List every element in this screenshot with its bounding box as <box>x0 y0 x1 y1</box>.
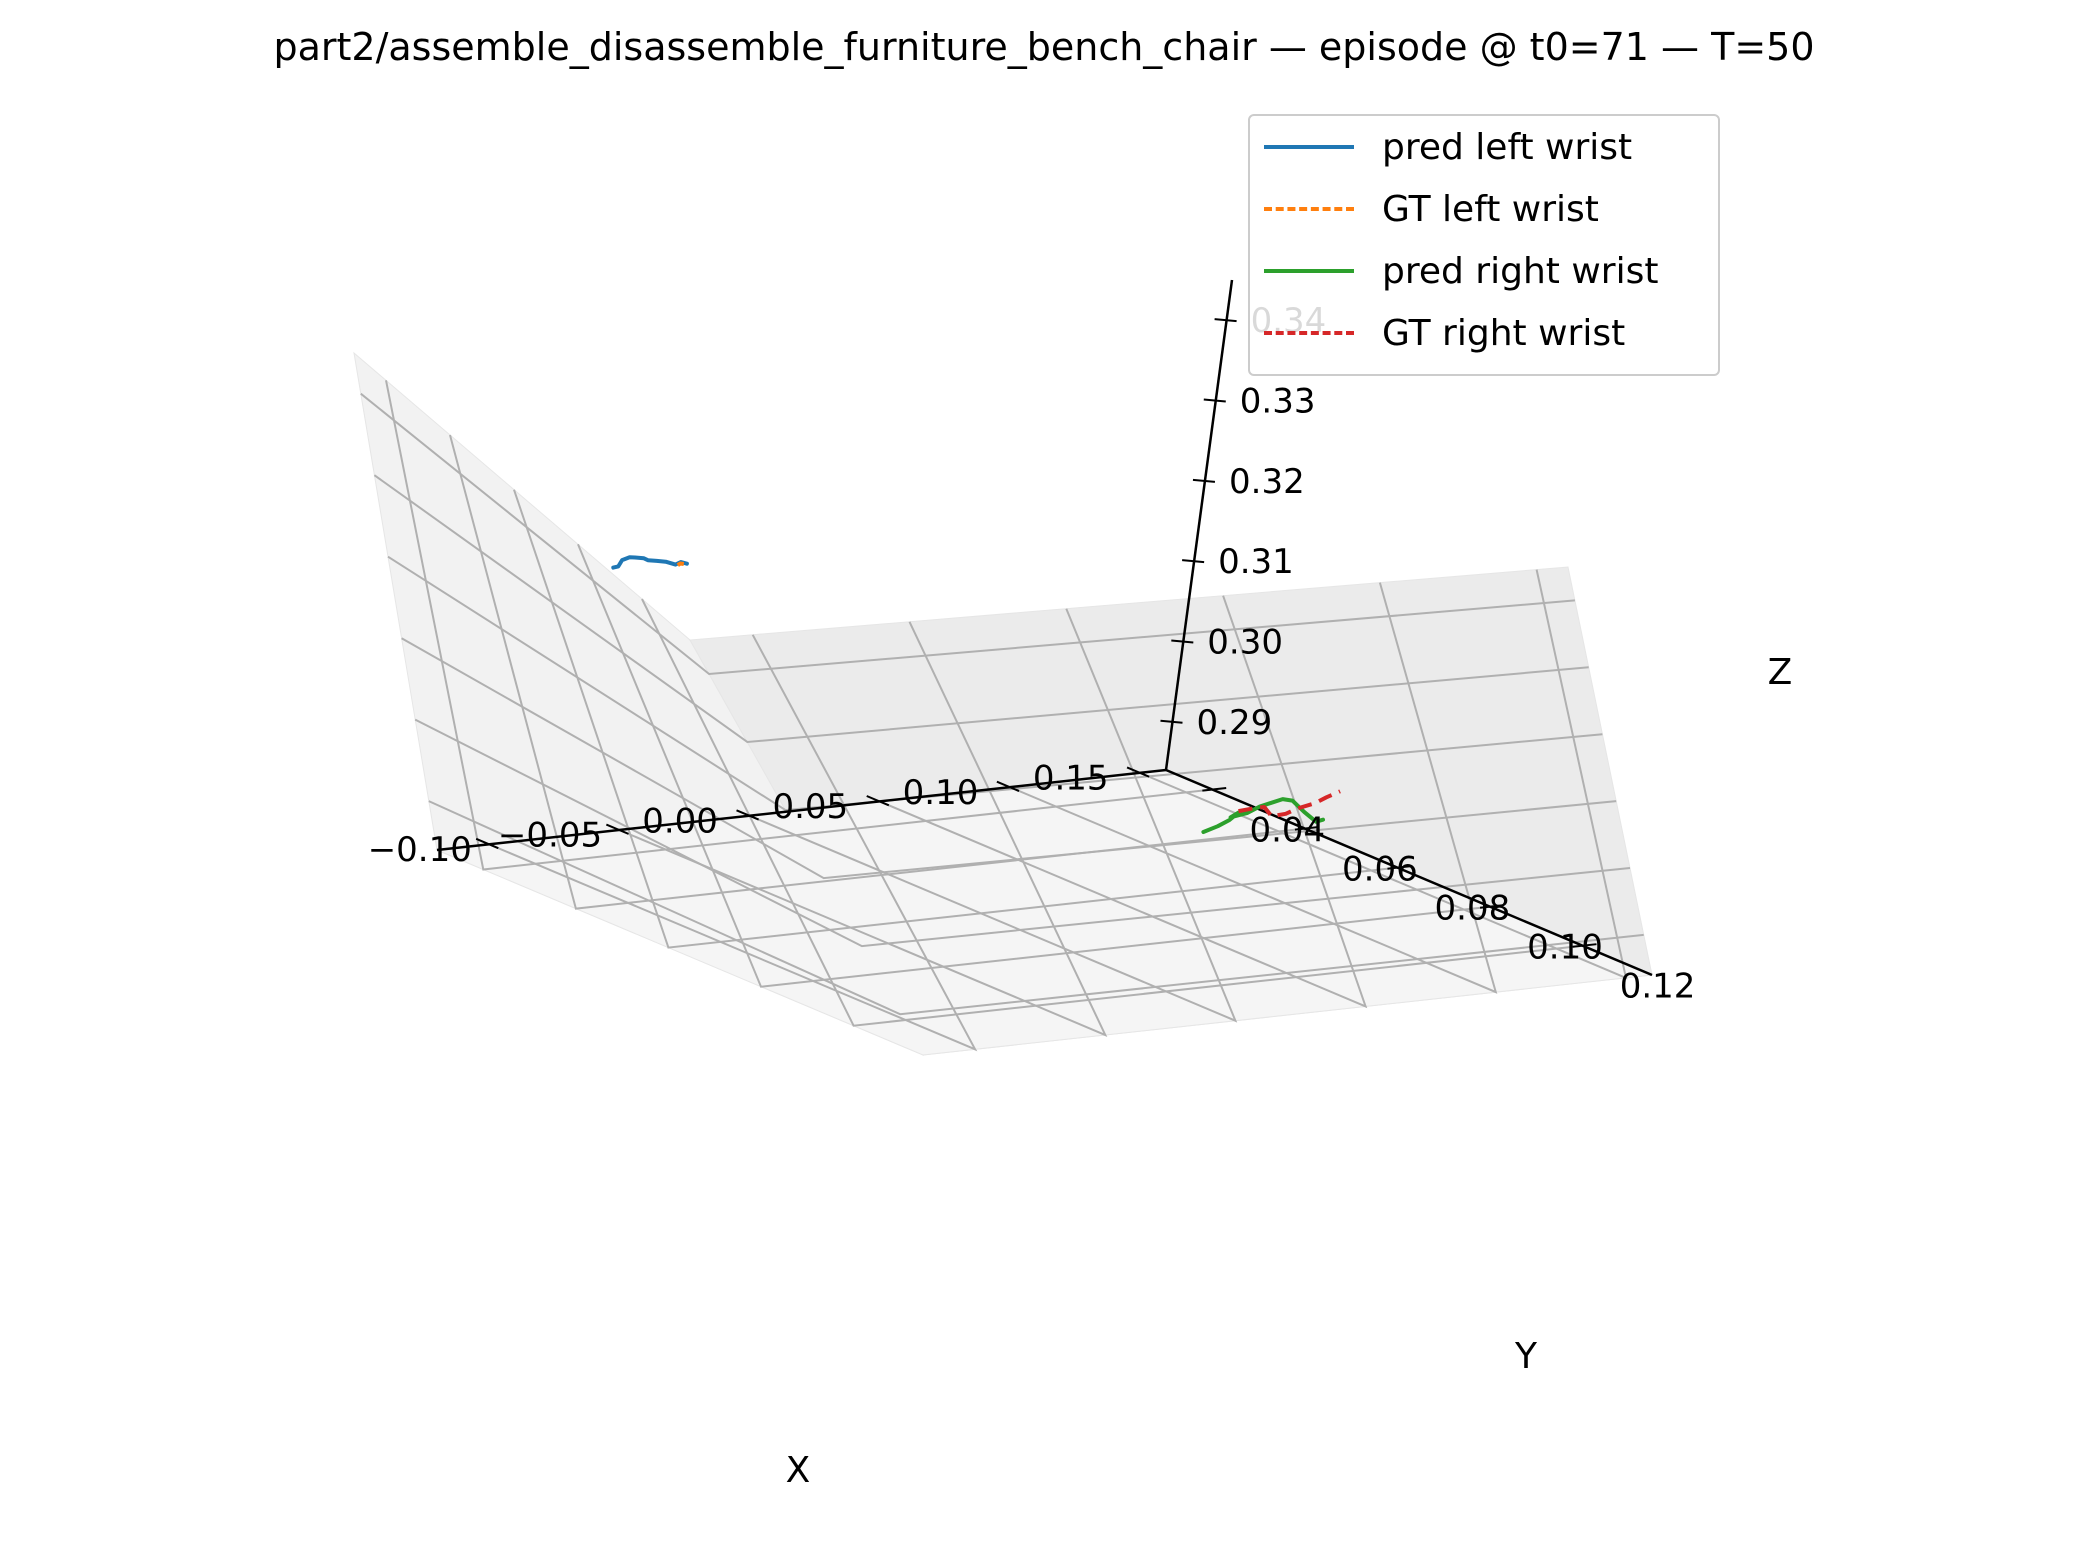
x-axis-label: X <box>786 1450 811 1491</box>
legend-swatch-gt-left <box>1264 207 1354 211</box>
z-axis-label: Z <box>1768 652 1793 693</box>
x-tick-5 <box>1126 766 1150 778</box>
y-tick-label-4: 0.12 <box>1620 967 1696 1007</box>
legend-swatch-gt-right <box>1264 331 1354 335</box>
legend: pred left wrist GT left wrist pred right… <box>1248 114 1720 376</box>
grid-y-2 <box>513 489 1398 949</box>
x-tick-0 <box>475 837 499 850</box>
y-tick-3 <box>1479 904 1505 909</box>
z-tick-label-2: 0.31 <box>1218 542 1294 582</box>
legend-swatch-pred-right <box>1264 269 1354 273</box>
x-tick-label-5: 0.15 <box>1033 759 1109 799</box>
z-tick-4 <box>1203 398 1226 403</box>
grid-y-4 <box>641 598 1583 1027</box>
grid-y-3 <box>577 543 1491 988</box>
z-tick-0 <box>1160 719 1183 724</box>
x-tick-label-3: 0.05 <box>772 787 848 827</box>
x-tick-3 <box>866 795 890 807</box>
x-tick-4 <box>996 780 1020 792</box>
y-tick-label-1: 0.06 <box>1342 850 1418 890</box>
y-tick-4 <box>1572 943 1597 948</box>
y-tick-label-0: 0.04 <box>1249 811 1325 851</box>
x-tick-label-1: −0.05 <box>498 816 602 856</box>
y-tick-2 <box>1387 865 1412 870</box>
x-tick-2 <box>736 809 760 821</box>
grid-lines <box>360 380 1644 1052</box>
legend-item-pred-right: pred right wrist <box>1264 240 1658 302</box>
grid-z-2 <box>401 637 1617 880</box>
y-tick-label-3: 0.10 <box>1527 928 1603 968</box>
legend-item-gt-left: GT left wrist <box>1264 178 1599 240</box>
legend-label-gt-left: GT left wrist <box>1382 188 1599 230</box>
grid-x-5 <box>1139 569 1628 980</box>
grid-x-4 <box>1009 582 1498 994</box>
legend-label-pred-left: pred left wrist <box>1382 126 1633 168</box>
z-tick-3 <box>1192 478 1216 483</box>
y-tick-1 <box>1294 826 1319 831</box>
x-axis-line <box>436 768 1167 852</box>
z-axis-line <box>1164 279 1234 771</box>
grid-z-0 <box>428 800 1644 1016</box>
x-tick-label-2: 0.00 <box>642 801 718 841</box>
grid-x-1 <box>618 621 1108 1037</box>
chart-title: part2/assemble_disassemble_furniture_ben… <box>273 25 1814 69</box>
grid-y-0 <box>385 380 1213 871</box>
z-tick-label-1: 0.30 <box>1207 623 1283 663</box>
y-axis-line <box>1165 768 1653 977</box>
legend-item-gt-right: GT right wrist <box>1264 302 1625 364</box>
y-tick-label-2: 0.08 <box>1435 889 1511 929</box>
grid-z-1 <box>414 718 1631 948</box>
series-line-3 <box>1238 789 1341 819</box>
legend-swatch-pred-left <box>1264 145 1354 149</box>
z-tick-1 <box>1171 639 1194 644</box>
z-tick-5 <box>1214 318 1237 323</box>
y-axis-label: Y <box>1514 1336 1538 1377</box>
grid-z-4 <box>373 474 1589 744</box>
grid-z-5 <box>360 392 1575 676</box>
legend-item-pred-left: pred left wrist <box>1264 116 1632 178</box>
grid-x-3 <box>879 595 1368 1009</box>
z-tick-2 <box>1182 559 1205 564</box>
x-tick-label-0: −0.10 <box>368 830 472 870</box>
legend-label-gt-right: GT right wrist <box>1382 312 1626 354</box>
legend-label-pred-right: pred right wrist <box>1382 250 1659 292</box>
grid-x-0 <box>488 634 978 1052</box>
z-tick-label-4: 0.33 <box>1240 382 1316 422</box>
series-line-1 <box>676 561 685 567</box>
series-line-2 <box>1201 797 1325 834</box>
grid-x-2 <box>749 608 1238 1023</box>
series-line-0 <box>611 555 689 570</box>
z-tick-label-3: 0.32 <box>1229 462 1305 502</box>
y-tick-0 <box>1202 787 1227 792</box>
x-tick-label-4: 0.10 <box>903 773 979 813</box>
z-tick-label-0: 0.29 <box>1197 703 1273 743</box>
grid-z-3 <box>387 555 1603 812</box>
axis-lines <box>436 279 1653 977</box>
x-tick-1 <box>605 823 629 835</box>
series-lines <box>611 555 1341 834</box>
